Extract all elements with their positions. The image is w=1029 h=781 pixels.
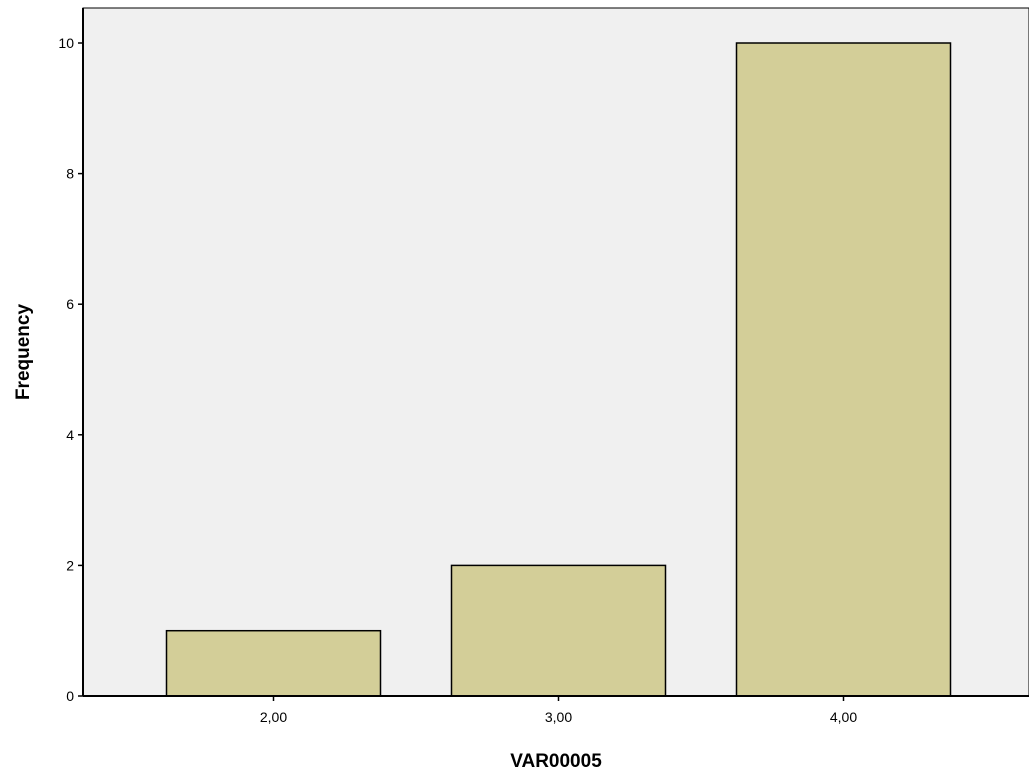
y-tick-label: 4 [66,427,74,443]
y-axis-label: Frequency [13,304,34,401]
y-tick-label: 6 [66,296,74,312]
y-tick-label: 0 [66,688,74,704]
x-axis-ticks: 2,00 3,00 4,00 [260,696,857,725]
x-tick-label: 3,00 [545,709,572,725]
x-tick-label: 2,00 [260,709,287,725]
bar-1 [165,629,382,697]
y-tick-label: 2 [66,557,74,573]
y-tick-label: 10 [58,35,74,51]
bar-3 [735,42,952,697]
bar-2 [450,564,667,697]
x-axis-label: VAR00005 [510,751,602,772]
y-axis-ticks: 0 2 4 6 8 10 [58,35,83,704]
y-tick-label: 8 [66,166,74,182]
x-tick-label: 4,00 [830,709,857,725]
